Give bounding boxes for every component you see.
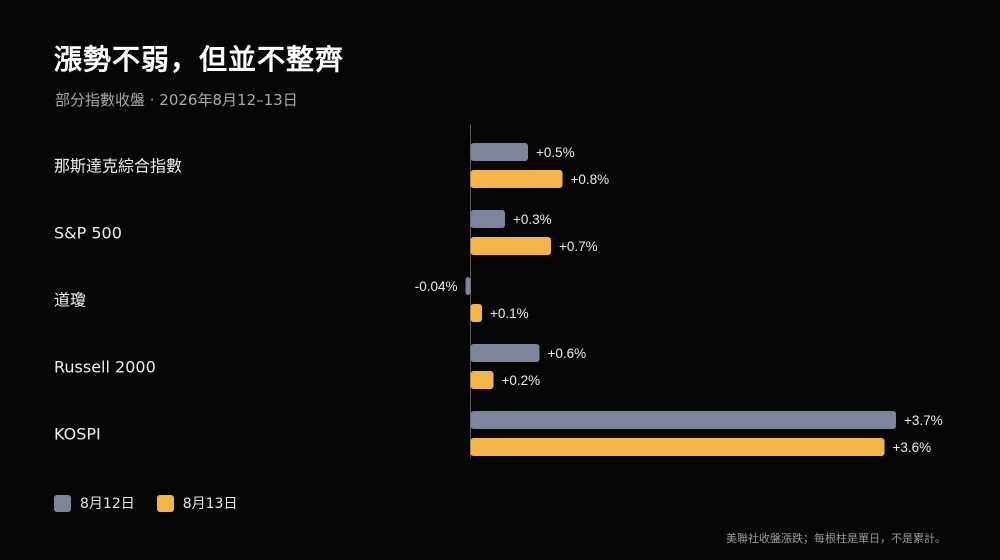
legend-label-series-1: 8月12日: [80, 496, 135, 512]
bar-chart: 那斯達克綜合指數 +0.5% +0.8% S&P 500 +0.3% +0.7% 道瓊 -0.…: [54, 124, 943, 458]
data-label-series-1: +3.7%: [904, 413, 943, 428]
data-label-series-2: +0.8%: [571, 172, 610, 187]
data-label-series-1: +0.5%: [536, 145, 575, 160]
chart-title: 漲勢不弱，但並不整齊: [54, 43, 345, 76]
category-label: S&P 500: [54, 224, 122, 243]
data-label-series-2: +0.1%: [490, 306, 529, 321]
data-label-series-2: +0.2%: [502, 373, 541, 388]
data-label-series-1: +0.6%: [548, 346, 587, 361]
footnote: 美聯社收盤漲跌；每根柱是單日，不是累計。: [726, 532, 946, 545]
legend-item-series-1: 8月12日: [54, 493, 135, 513]
category-label: Russell 2000: [54, 358, 156, 377]
data-label-series-2: +3.6%: [893, 440, 932, 455]
chart-subtitle: 部分指數收盤 · 2026年8月12–13日: [55, 91, 298, 109]
data-label-series-2: +0.7%: [559, 239, 598, 254]
bar-series-1: [470, 143, 528, 161]
legend-label-series-2: 8月13日: [182, 496, 238, 512]
bar-series-2: [470, 304, 482, 322]
bar-series-2: [470, 371, 494, 389]
bar-series-1: [470, 344, 540, 362]
bar-series-1: [465, 277, 471, 295]
bar-series-2: [470, 170, 563, 188]
legend-swatch-series-2: [156, 494, 174, 512]
category-label: KOSPI: [54, 425, 101, 444]
data-label-series-1: +0.3%: [513, 212, 552, 227]
legend: 8月12日 8月13日: [54, 493, 259, 513]
legend-item-series-2: 8月13日: [156, 493, 238, 513]
bar-series-1: [470, 210, 505, 228]
data-label-series-1: -0.04%: [415, 279, 458, 294]
bar-series-2: [470, 237, 551, 255]
bar-series-2: [470, 438, 885, 456]
category-label: 道瓊: [54, 291, 86, 310]
legend-swatch-series-1: [54, 494, 71, 512]
category-label: 那斯達克綜合指數: [54, 157, 182, 176]
bar-series-1: [470, 411, 896, 429]
